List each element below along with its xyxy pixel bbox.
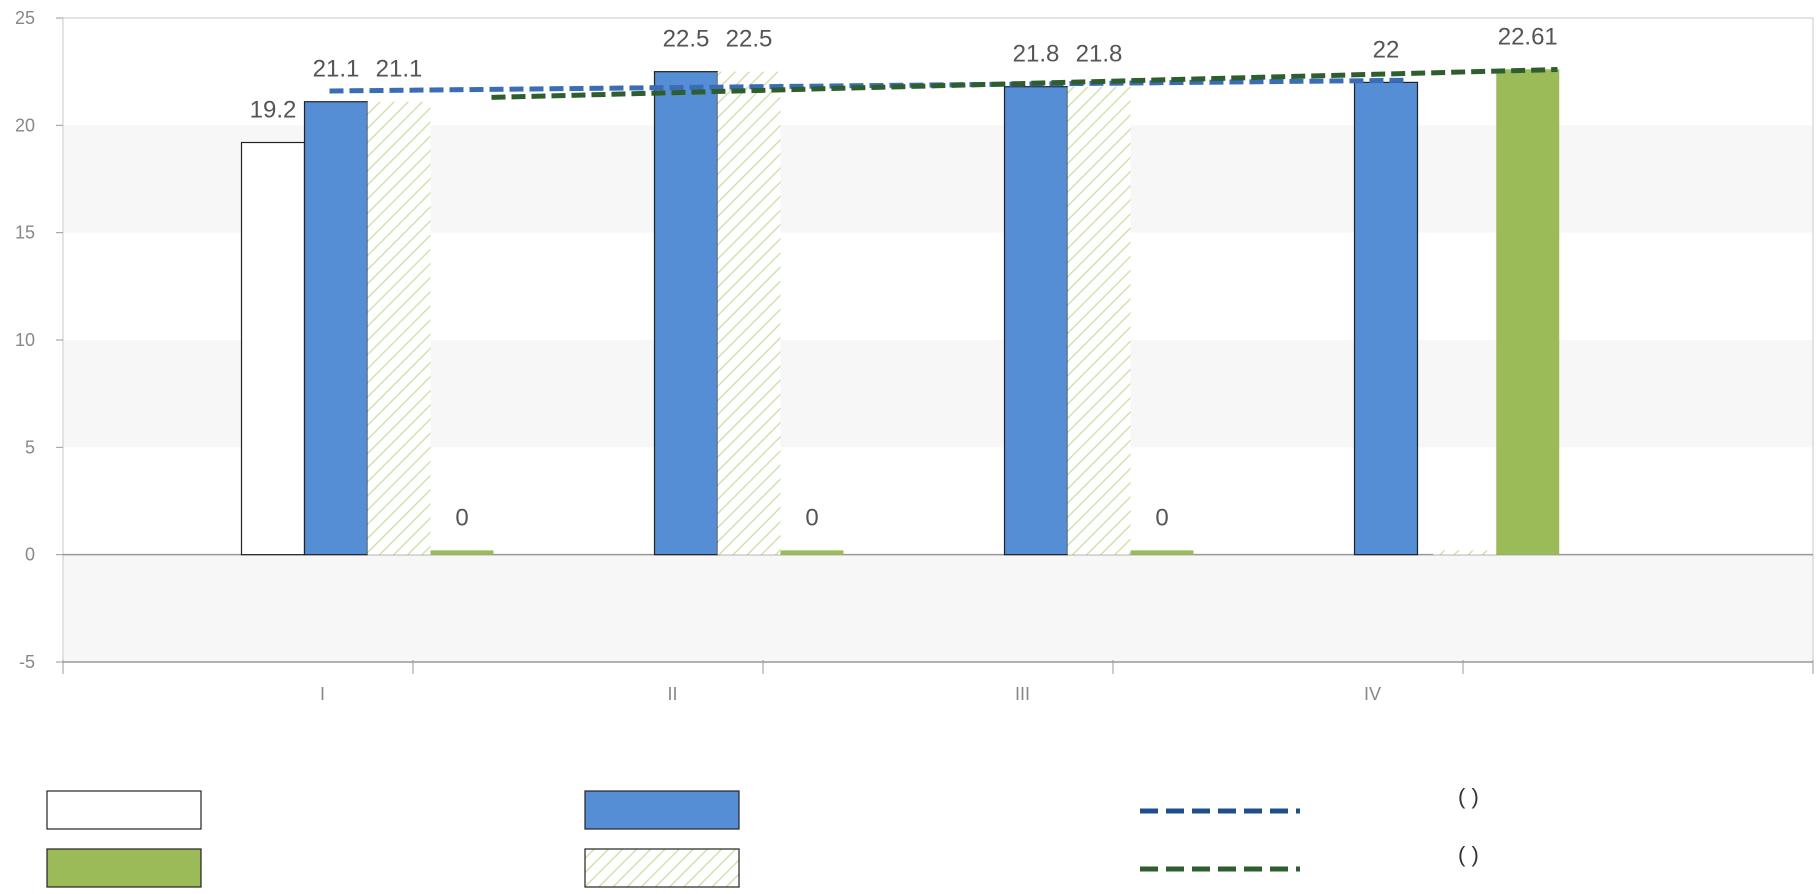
legend-swatch: [46, 848, 202, 888]
bar-blue: [653, 71, 719, 556]
y-tick-label: 15: [15, 223, 35, 243]
y-tick-label: 10: [15, 330, 35, 350]
legend-swatch: [46, 790, 202, 830]
legend-swatch: [584, 790, 740, 830]
bar-green: [1496, 69, 1560, 555]
x-tick-label: II: [667, 684, 677, 704]
legend-swatch: [584, 848, 740, 888]
y-tick-label: 0: [25, 545, 35, 565]
data-labels: 19.2 21.1 22.5 21.8 22 21.1 22.5 21.8 0 0 0 22.61: [250, 23, 1558, 531]
data-label: 0: [805, 504, 818, 531]
data-label: 21.8: [1013, 41, 1060, 68]
y-tick-label: 5: [25, 437, 35, 457]
y-tick-label: -5: [19, 652, 35, 672]
data-label: 0: [455, 504, 468, 531]
data-label: 21.1: [376, 56, 423, 83]
bar-green: [1130, 550, 1194, 555]
legend-label: ( ): [1458, 784, 1479, 809]
bar-hatched: [1433, 550, 1497, 555]
data-label: 22.61: [1498, 23, 1558, 50]
data-label: 22.5: [663, 26, 710, 53]
bar-blue: [303, 101, 369, 556]
trendlines: [329, 67, 1558, 100]
bar-blue: [1353, 81, 1419, 556]
legend: ( ) ( ): [46, 784, 1479, 888]
x-tick-label: I: [320, 684, 325, 704]
data-label: 22.5: [726, 26, 773, 53]
trendline-green-dashed: [491, 67, 1558, 100]
data-label: 22: [1373, 36, 1400, 63]
legend-label: ( ): [1458, 842, 1479, 867]
data-label: 21.1: [313, 56, 360, 83]
data-label: 21.8: [1076, 41, 1123, 68]
bar-blue: [1003, 86, 1069, 556]
bar-hatched: [367, 101, 431, 555]
data-label: 0: [1155, 504, 1168, 531]
bar-white: [240, 141, 306, 556]
y-tick-label: 20: [15, 115, 35, 135]
bar-hatched: [1067, 86, 1131, 555]
data-label: 19.2: [250, 97, 297, 124]
x-tick-label: IV: [1364, 684, 1381, 704]
bar-hatched: [717, 71, 781, 555]
trendline-blue-dashed: [329, 77, 1408, 94]
y-tick-label: 25: [15, 8, 35, 28]
x-tick-label: III: [1015, 684, 1030, 704]
bar-green: [780, 550, 844, 555]
bar-green: [430, 550, 494, 555]
grid-band: [63, 554, 1813, 662]
bars: [240, 69, 1560, 556]
